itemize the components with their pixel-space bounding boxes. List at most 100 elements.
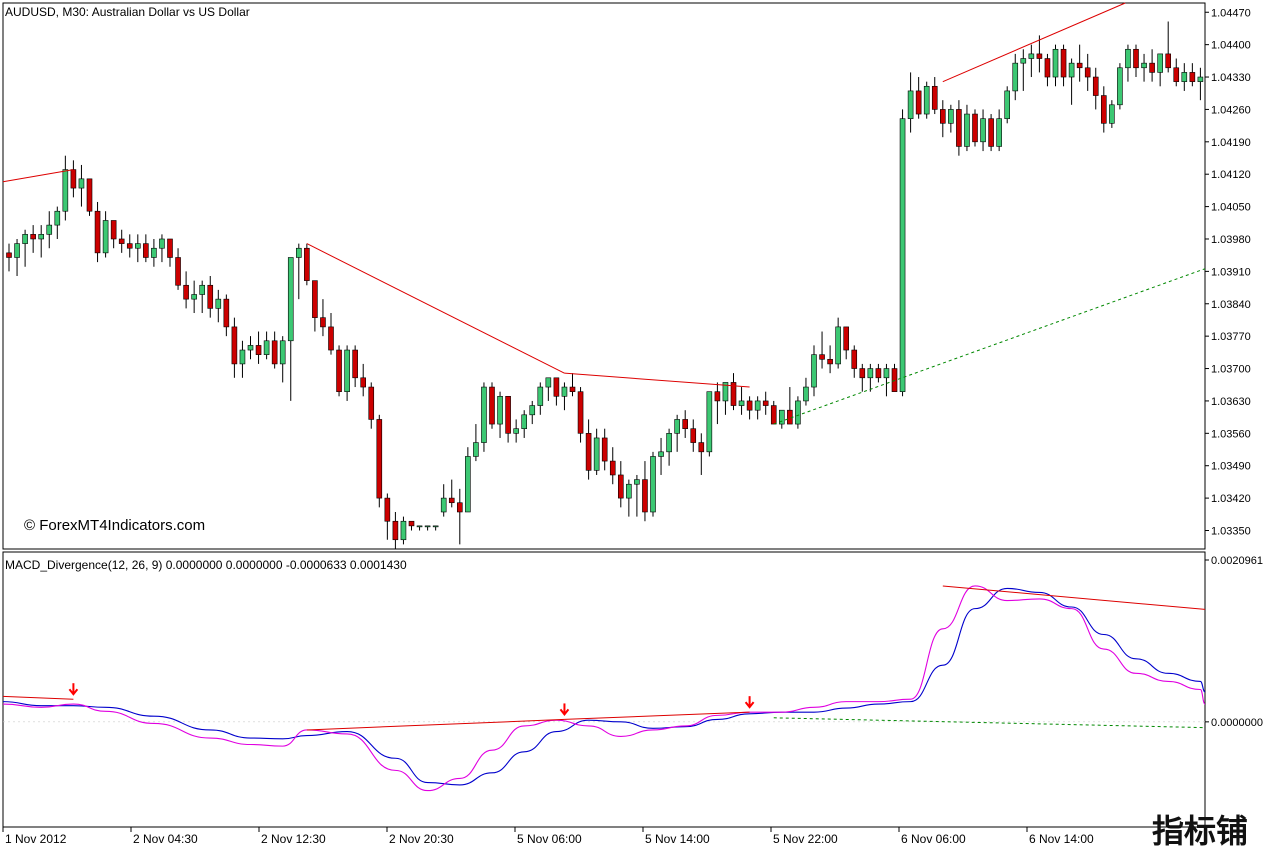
candle — [456, 488, 463, 545]
bear-candle-body — [368, 386, 375, 420]
bear-candle-body — [1044, 58, 1051, 78]
bear-candle-body — [1076, 62, 1083, 69]
candle — [183, 271, 189, 309]
price-y-tick-label: 1.03560 — [1211, 428, 1251, 440]
bull-candle-body — [626, 483, 632, 499]
candle — [939, 100, 946, 138]
time-x-axis: 1 Nov 2012 2 Nov 04:30 2 Nov 12:30 2 Nov 20… — [2, 827, 1094, 846]
candle — [312, 280, 318, 332]
bear-candle-body — [714, 391, 721, 402]
candle — [956, 100, 962, 156]
bull-candle-body — [1012, 62, 1019, 92]
bull-candle-body — [263, 340, 270, 355]
bull-candle-body — [481, 386, 487, 443]
bear-candle-body — [1084, 67, 1091, 78]
bear-candle-body — [1101, 95, 1107, 124]
candle — [287, 257, 294, 401]
bull-candle-body — [650, 456, 656, 513]
bull-candle-body — [883, 368, 890, 379]
candle — [674, 414, 680, 452]
candle — [698, 433, 705, 475]
bull-candle-body — [803, 386, 809, 402]
bear-candle-body — [601, 437, 608, 462]
candle — [62, 155, 69, 221]
macd-y-axis: 0.0020961 0.0000000 — [1205, 555, 1263, 729]
candle — [585, 419, 592, 480]
bull-candle-body — [159, 238, 165, 249]
bull-candle-body — [295, 247, 302, 258]
main-panel-frame — [2, 2, 1206, 550]
candle — [126, 234, 133, 258]
candle — [867, 363, 874, 392]
candle — [569, 373, 576, 397]
candle — [440, 484, 447, 517]
candle — [1092, 67, 1099, 110]
candle — [38, 225, 45, 258]
time-x-tick-label: 6 Nov 14:00 — [1029, 832, 1094, 846]
bull-candle-body — [513, 428, 519, 434]
candle — [408, 520, 415, 531]
candle — [448, 479, 455, 508]
bull-candle-body — [948, 109, 954, 124]
bull-candle-body — [964, 113, 970, 147]
candle — [851, 345, 858, 378]
bear-candle-body — [770, 405, 777, 425]
candle — [102, 211, 109, 258]
candle — [352, 345, 358, 388]
candle — [336, 345, 342, 397]
candle — [360, 363, 367, 397]
arrow-head — [68, 688, 79, 696]
candle — [634, 474, 640, 517]
candle — [561, 382, 568, 411]
candle — [279, 336, 286, 383]
bearish-macd-divergence-line — [306, 718, 565, 731]
bull-candle-body — [835, 326, 841, 365]
bear-candle-body — [956, 109, 962, 147]
candle — [1109, 100, 1115, 128]
bear-candle-body — [255, 345, 262, 355]
candle — [1141, 53, 1147, 82]
candle — [1165, 21, 1171, 73]
bull-candle-body — [38, 234, 45, 240]
candle — [110, 220, 117, 249]
bearish-macd-divergence-line — [564, 711, 750, 720]
bear-candle-body — [617, 474, 624, 499]
bear-candle-body — [762, 400, 769, 406]
candle — [948, 104, 954, 133]
candle — [231, 317, 238, 378]
candle — [931, 77, 938, 115]
candle — [915, 77, 922, 119]
candle — [1028, 44, 1035, 78]
time-x-tick-label: 5 Nov 06:00 — [517, 832, 582, 846]
candle — [730, 373, 737, 411]
bear-candle-body — [827, 358, 833, 365]
bear-candle-body — [1133, 48, 1139, 69]
bear-candle-body — [1165, 53, 1171, 69]
candle — [473, 424, 479, 462]
candle — [650, 451, 656, 517]
bull-candle-body — [102, 220, 109, 254]
bear-candle-body — [682, 419, 689, 429]
bull-candle-body — [738, 400, 745, 406]
macd-y-tick-label: 0.0000000 — [1211, 717, 1263, 729]
candle — [996, 109, 1002, 152]
bearish-price-divergence-line — [2, 169, 74, 183]
bull-candle-body — [593, 437, 600, 471]
candle — [1068, 58, 1075, 105]
bull-candle-body — [191, 294, 197, 300]
bull-candle-body — [1157, 53, 1163, 73]
candle — [424, 525, 431, 531]
bear-candle-body — [1036, 53, 1043, 59]
candle — [191, 280, 197, 314]
candle — [22, 229, 28, 267]
bull-candle-body — [980, 118, 986, 143]
bull-candle-body — [151, 247, 157, 258]
candle — [964, 104, 970, 152]
price-y-tick-label: 1.03420 — [1211, 493, 1251, 505]
bull-candle-body — [907, 90, 914, 119]
bull-candle-body — [46, 224, 53, 235]
candle — [1133, 44, 1139, 78]
corner-logo: 指标铺 — [1152, 813, 1248, 849]
candle — [30, 225, 36, 253]
